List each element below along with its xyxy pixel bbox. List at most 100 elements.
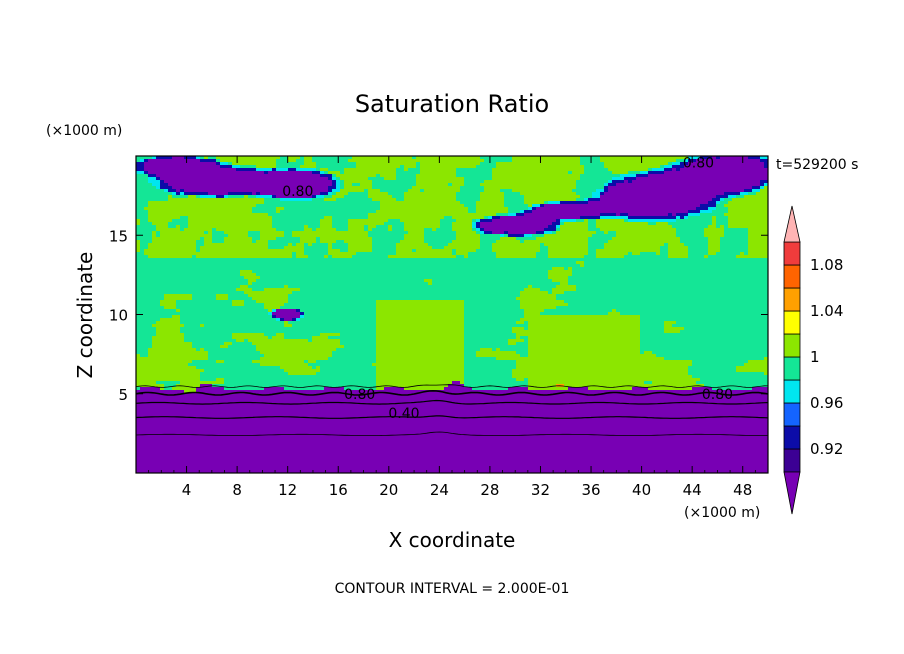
field-cell — [168, 156, 173, 160]
field-cell — [156, 159, 161, 163]
field-cell — [400, 156, 405, 160]
field-cell — [736, 156, 741, 160]
field-cell — [176, 156, 181, 160]
field-cell — [236, 156, 241, 160]
field-cell — [152, 159, 157, 163]
field-cell — [524, 156, 529, 160]
field-cell — [580, 156, 585, 160]
field-cell — [672, 156, 677, 160]
field-cell — [712, 156, 717, 160]
field-cell — [280, 159, 285, 163]
field-cell — [292, 156, 297, 160]
field-cell — [568, 156, 573, 160]
time-label: t=529200 s — [776, 157, 858, 173]
field-cell — [720, 156, 725, 160]
field-cell — [224, 159, 229, 163]
field-cell — [512, 156, 517, 160]
field-cell — [176, 159, 181, 163]
field-cell — [748, 156, 753, 160]
field-cell — [532, 156, 537, 160]
field-cell — [172, 159, 177, 163]
field-cell — [372, 156, 377, 160]
field-cell — [144, 159, 149, 163]
field-cell — [228, 159, 233, 163]
field-cell — [452, 156, 457, 160]
field-cell — [560, 156, 565, 160]
field-cell — [528, 156, 533, 160]
field-cell — [628, 156, 633, 160]
field-cell — [536, 156, 541, 160]
field-cell — [276, 156, 281, 160]
field-cell — [396, 156, 401, 160]
field-cell — [684, 156, 689, 160]
field-cell — [388, 156, 393, 160]
field-cell — [208, 156, 213, 160]
field-cell — [320, 156, 325, 160]
field-cell — [408, 156, 413, 160]
field-cell — [272, 156, 277, 160]
field-cell — [232, 159, 237, 163]
field-cell — [760, 156, 765, 160]
field-cell — [312, 156, 317, 160]
field-cell — [284, 159, 289, 163]
field-cell — [148, 159, 153, 163]
field-cell — [292, 159, 297, 163]
field-cell — [356, 156, 361, 160]
y-unit-label: (×1000 m) — [46, 123, 122, 139]
field-cell — [620, 156, 625, 160]
field-cell — [284, 156, 289, 160]
field-cell — [256, 159, 261, 163]
field-cell — [404, 156, 409, 160]
field-cell — [232, 156, 237, 160]
field-cell — [152, 156, 157, 160]
field-cell — [220, 156, 225, 160]
field-cell — [212, 159, 217, 163]
field-cell — [164, 156, 169, 160]
field-cell — [576, 156, 581, 160]
field-cell — [308, 159, 313, 163]
field-cell — [224, 156, 229, 160]
field-cell — [668, 156, 673, 160]
field-cell — [572, 156, 577, 160]
field-cell — [216, 159, 221, 163]
field-cell — [328, 156, 333, 160]
field-cell — [188, 159, 193, 163]
field-cell — [604, 156, 609, 160]
field-cell — [364, 156, 369, 160]
field-cell — [260, 159, 265, 163]
field-cell — [592, 156, 597, 160]
field-cell — [272, 159, 277, 163]
field-cell — [428, 156, 433, 160]
field-cell — [492, 156, 497, 160]
field-cell — [756, 156, 761, 160]
field-cell — [392, 156, 397, 160]
field-cell — [584, 156, 589, 160]
field-cell — [268, 156, 273, 160]
field-cell — [688, 156, 693, 160]
field-cell — [468, 156, 473, 160]
field-cell — [140, 156, 145, 160]
field-cell — [332, 156, 337, 160]
field-cell — [384, 156, 389, 160]
field-cell — [204, 159, 209, 163]
field-cell — [444, 156, 449, 160]
field-cell — [312, 159, 317, 163]
field-cell — [680, 156, 685, 160]
field-cell — [160, 156, 165, 160]
field-cell — [744, 156, 749, 160]
field-cell — [460, 156, 465, 160]
field-cell — [472, 156, 477, 160]
field-cell — [160, 159, 165, 163]
field-cell — [412, 156, 417, 160]
saturation-field — [136, 156, 768, 473]
field-cell — [752, 156, 757, 160]
field-cell — [544, 156, 549, 160]
field-cell — [660, 156, 665, 160]
field-cell — [144, 156, 149, 160]
field-cell — [516, 156, 521, 160]
field-cell — [212, 156, 217, 160]
field-cell — [296, 159, 301, 163]
field-cell — [424, 156, 429, 160]
field-cell — [480, 156, 485, 160]
